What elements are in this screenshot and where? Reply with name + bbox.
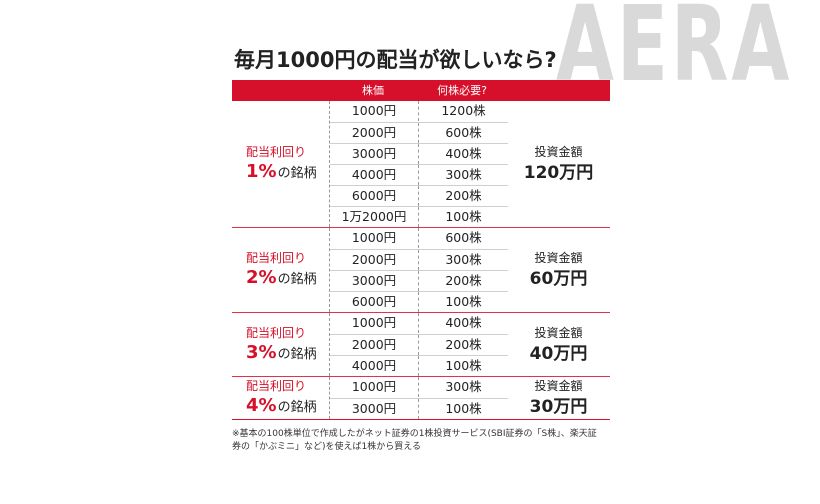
table-row: 3000円 400株 — [330, 143, 508, 164]
investment-label: 投資金額 — [534, 145, 583, 159]
yield-group: 配当利回り 3%の銘柄 1000円 400株 2000円 200株 4000円 100株 投資金… — [232, 313, 610, 377]
shares-cell: 200株 — [445, 188, 482, 203]
price-cell: 1000円 — [330, 228, 419, 248]
yield-label: 配当利回り — [246, 145, 307, 159]
price-cell: 4000円 — [330, 165, 419, 185]
shares-cell: 200株 — [445, 337, 482, 352]
table-row: 2000円 300株 — [330, 249, 508, 270]
shares-cell: 600株 — [445, 230, 482, 245]
price-cell: 4000円 — [330, 356, 419, 376]
table-row: 1000円 300株 — [330, 377, 508, 398]
investment-amount: 60万円 — [529, 269, 588, 289]
yield-label-cell: 配当利回り 3%の銘柄 — [232, 313, 329, 376]
header-shares: 何株必要? — [437, 84, 487, 97]
footnote: ※基本の100株単位で作成したがネット証券の1株投資サービス(SBI証券の「S株… — [232, 429, 597, 452]
price-cell: 3000円 — [330, 144, 419, 164]
yield-label: 配当利回り — [246, 251, 307, 265]
yield-percent: 3% — [246, 341, 277, 363]
yield-label-cell: 配当利回り 1%の銘柄 — [232, 101, 329, 227]
shares-cell: 100株 — [445, 401, 482, 416]
investment-cell: 投資金額 40万円 — [507, 313, 610, 376]
shares-cell: 600株 — [445, 125, 482, 140]
brand-suffix: の銘柄 — [277, 346, 317, 362]
yield-group: 配当利回り 1%の銘柄 1000円 1200株 2000円 600株 3000円 400株 40… — [232, 101, 610, 228]
shares-cell: 100株 — [445, 209, 482, 224]
investment-cell: 投資金額 30万円 — [507, 377, 610, 419]
price-cell: 6000円 — [330, 292, 419, 312]
brand-line: 3%の銘柄 — [246, 342, 329, 366]
price-cell: 2000円 — [330, 123, 419, 143]
shares-cell: 400株 — [445, 146, 482, 161]
brand-line: 1%の銘柄 — [246, 161, 329, 185]
shares-cell: 400株 — [445, 315, 482, 330]
investment-amount: 30万円 — [529, 397, 588, 417]
price-cell: 1万2000円 — [330, 207, 419, 227]
shares-cell: 100株 — [445, 294, 482, 309]
yield-percent: 2% — [246, 267, 277, 288]
table-row: 1000円 600株 — [330, 228, 508, 249]
investment-label: 投資金額 — [534, 251, 583, 265]
header-price: 株価 — [362, 84, 384, 97]
investment-amount: 120万円 — [523, 163, 594, 183]
price-cell: 1000円 — [330, 377, 419, 397]
price-cell: 1000円 — [330, 101, 419, 121]
yield-group: 配当利回り 2%の銘柄 1000円 600株 2000円 300株 3000円 200株 600… — [232, 228, 610, 313]
price-cell: 6000円 — [330, 186, 419, 206]
yield-label-cell: 配当利回り 2%の銘柄 — [232, 228, 329, 312]
yield-group: 配当利回り 4%の銘柄 1000円 300株 3000円 100株 投資金額 30万円 — [232, 377, 610, 420]
table-row: 1万2000円 100株 — [330, 206, 508, 227]
brand-suffix: の銘柄 — [277, 400, 317, 415]
table-row: 6000円 100株 — [330, 291, 508, 312]
yield-label: 配当利回り — [246, 325, 307, 340]
investment-label: 投資金額 — [534, 379, 583, 393]
investment-cell: 投資金額 60万円 — [507, 228, 610, 312]
price-rows: 1000円 300株 3000円 100株 — [329, 377, 508, 419]
infographic-title: 毎月1000円の配当が欲しいなら? — [234, 48, 557, 72]
table-row: 1000円 400株 — [330, 313, 508, 334]
table-row: 1000円 1200株 — [330, 101, 508, 122]
price-rows: 1000円 600株 2000円 300株 3000円 200株 6000円 100株 — [329, 228, 508, 312]
investment-cell: 投資金額 120万円 — [507, 101, 610, 227]
brand-suffix: の銘柄 — [277, 166, 317, 181]
yield-label-cell: 配当利回り 4%の銘柄 — [232, 377, 329, 419]
investment-amount: 40万円 — [529, 343, 588, 364]
brand-suffix: の銘柄 — [277, 272, 317, 287]
table-header: 株価 何株必要? — [232, 80, 610, 101]
yield-percent: 4% — [246, 395, 277, 416]
shares-cell: 1200株 — [441, 103, 486, 118]
shares-cell: 100株 — [445, 358, 482, 373]
brand-line: 2%の銘柄 — [246, 267, 329, 291]
yield-label: 配当利回り — [246, 379, 307, 393]
table-row: 2000円 600株 — [330, 122, 508, 143]
yield-groups: 配当利回り 1%の銘柄 1000円 1200株 2000円 600株 3000円 400株 40… — [232, 101, 610, 420]
price-cell: 3000円 — [330, 271, 419, 291]
table-row: 3000円 200株 — [330, 270, 508, 291]
price-cell: 2000円 — [330, 335, 419, 355]
shares-cell: 300株 — [445, 252, 482, 267]
price-rows: 1000円 1200株 2000円 600株 3000円 400株 4000円 300株 600… — [329, 101, 508, 227]
price-cell: 2000円 — [330, 250, 419, 270]
brand-line: 4%の銘柄 — [246, 395, 329, 419]
yield-percent: 1% — [246, 161, 277, 182]
price-cell: 1000円 — [330, 313, 419, 333]
shares-cell: 200株 — [445, 273, 482, 288]
table-row: 4000円 100株 — [330, 355, 508, 376]
table-row: 2000円 200株 — [330, 334, 508, 355]
table-row: 3000円 100株 — [330, 398, 508, 419]
shares-cell: 300株 — [445, 167, 482, 182]
investment-label: 投資金額 — [534, 325, 583, 340]
price-cell: 3000円 — [330, 399, 419, 419]
table-row: 6000円 200株 — [330, 185, 508, 206]
price-rows: 1000円 400株 2000円 200株 4000円 100株 — [329, 313, 508, 376]
dividend-infographic: 毎月1000円の配当が欲しいなら? 株価 何株必要? 配当利回り 1%の銘柄 100… — [232, 40, 610, 454]
shares-cell: 300株 — [445, 379, 482, 394]
table-row: 4000円 300株 — [330, 164, 508, 185]
